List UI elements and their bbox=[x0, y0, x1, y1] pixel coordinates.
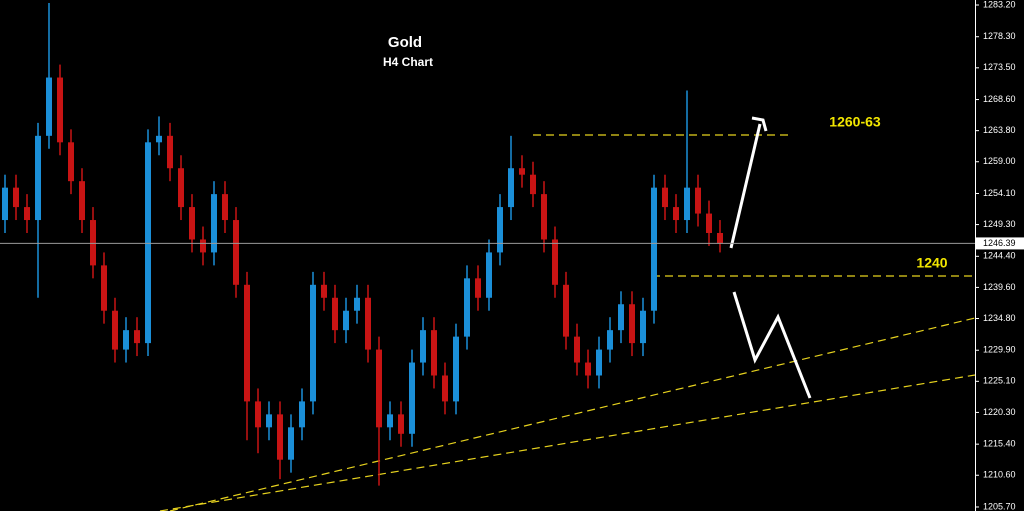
y-tick-label: 1244.40 bbox=[983, 251, 1016, 261]
candle-body bbox=[123, 330, 129, 350]
candle-body bbox=[574, 336, 580, 363]
candle-body bbox=[508, 168, 514, 208]
y-tick-label: 1273.50 bbox=[983, 62, 1016, 72]
candle-body bbox=[178, 168, 184, 208]
candle-body bbox=[398, 414, 404, 434]
candle-body bbox=[112, 310, 118, 350]
y-tick-label: 1259.00 bbox=[983, 156, 1016, 166]
y-tick-label: 1210.60 bbox=[983, 470, 1016, 480]
y-tick-label: 1234.80 bbox=[983, 313, 1016, 323]
candle-body bbox=[79, 181, 85, 221]
candle-body bbox=[57, 77, 63, 143]
candle-body bbox=[486, 252, 492, 298]
candle-body bbox=[607, 330, 613, 350]
arrows bbox=[729, 116, 812, 399]
y-tick-label: 1263.80 bbox=[983, 125, 1016, 135]
candle-body bbox=[35, 135, 41, 221]
chart-subtitle: H4 Chart bbox=[383, 55, 433, 69]
candle-body bbox=[651, 187, 657, 311]
candle-body bbox=[420, 330, 426, 363]
candle-body bbox=[145, 142, 151, 344]
candle-body bbox=[497, 207, 503, 253]
arrow-head bbox=[751, 116, 768, 132]
candle-body bbox=[376, 349, 382, 428]
candle-body bbox=[409, 362, 415, 434]
candle-body bbox=[431, 330, 437, 376]
candle-body bbox=[24, 207, 30, 221]
candle-body bbox=[46, 77, 52, 136]
candle-body bbox=[134, 330, 140, 344]
levels bbox=[159, 134, 976, 511]
annotation: 1260-63 bbox=[829, 114, 881, 130]
y-tick-label: 1249.30 bbox=[983, 219, 1016, 229]
candle-body bbox=[167, 135, 173, 169]
candle-body bbox=[101, 265, 107, 311]
candle-body bbox=[519, 168, 525, 175]
candle-body bbox=[189, 207, 195, 240]
y-tick-label: 1220.30 bbox=[983, 407, 1016, 417]
last-price-label: 1246.39 bbox=[983, 238, 1016, 248]
candle-body bbox=[156, 135, 162, 143]
y-tick-label: 1254.10 bbox=[983, 188, 1016, 198]
trend-line bbox=[169, 317, 976, 511]
y-tick-label: 1205.70 bbox=[983, 501, 1016, 511]
y-tick-label: 1225.10 bbox=[983, 376, 1016, 386]
candle-body bbox=[453, 336, 459, 402]
last-price-box bbox=[976, 237, 1024, 250]
candle-body bbox=[2, 187, 8, 221]
candle-body bbox=[321, 284, 327, 298]
annotation: 1240 bbox=[916, 255, 947, 271]
candles bbox=[2, 3, 723, 486]
candle-body bbox=[332, 297, 338, 331]
candle-body bbox=[475, 278, 481, 298]
candle-body bbox=[244, 284, 250, 402]
candle-body bbox=[354, 297, 360, 311]
candle-body bbox=[684, 187, 690, 221]
candle-body bbox=[563, 284, 569, 337]
candle-body bbox=[299, 401, 305, 428]
candle-body bbox=[662, 187, 668, 208]
candle-body bbox=[13, 187, 19, 208]
y-tick-label: 1239.60 bbox=[983, 282, 1016, 292]
candle-body bbox=[288, 427, 294, 460]
candle-body bbox=[640, 310, 646, 344]
arrow-down bbox=[732, 291, 812, 399]
y-tick-label: 1268.60 bbox=[983, 94, 1016, 104]
candle-body bbox=[211, 194, 217, 253]
candle-body bbox=[530, 174, 536, 195]
y-tick-label: 1215.40 bbox=[983, 439, 1016, 449]
arrow-up bbox=[729, 123, 762, 249]
candle-body bbox=[629, 304, 635, 344]
candle-body bbox=[255, 401, 261, 428]
candle-body bbox=[266, 414, 272, 428]
candle-body bbox=[596, 349, 602, 376]
candle-body bbox=[464, 278, 470, 337]
candle-body bbox=[200, 239, 206, 253]
y-tick-label: 1229.90 bbox=[983, 345, 1016, 355]
candle-body bbox=[706, 213, 712, 233]
candle-body bbox=[277, 414, 283, 460]
candle-body bbox=[310, 284, 316, 402]
candle-body bbox=[673, 207, 679, 221]
candle-body bbox=[695, 187, 701, 214]
candle-body bbox=[222, 194, 228, 221]
candle-body bbox=[585, 362, 591, 376]
candle-body bbox=[365, 297, 371, 350]
candle-body bbox=[541, 194, 547, 240]
candle-body bbox=[442, 375, 448, 402]
candle-body bbox=[387, 414, 393, 428]
trend-line bbox=[159, 374, 976, 511]
candle-body bbox=[68, 142, 74, 182]
candle-body bbox=[717, 232, 723, 244]
candle-body bbox=[343, 310, 349, 331]
chart-title: Gold bbox=[388, 34, 422, 51]
candle-body bbox=[618, 304, 624, 331]
candle-body bbox=[552, 239, 558, 285]
candle-body bbox=[90, 220, 96, 266]
y-tick-label: 1278.30 bbox=[983, 31, 1016, 41]
y-tick-label: 1283.20 bbox=[983, 0, 1016, 9]
candle-body bbox=[233, 220, 239, 285]
